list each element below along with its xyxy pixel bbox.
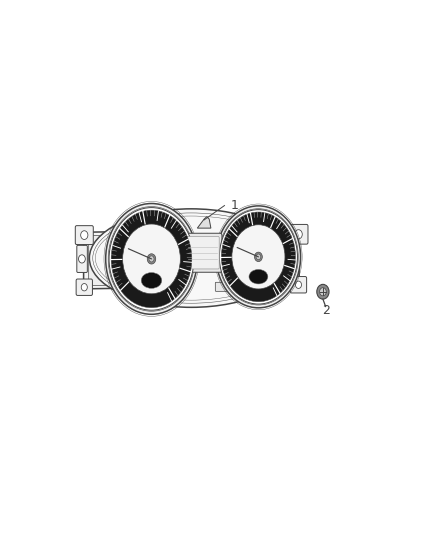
FancyBboxPatch shape (171, 282, 189, 292)
FancyBboxPatch shape (183, 233, 222, 272)
FancyBboxPatch shape (125, 282, 143, 292)
Circle shape (320, 288, 326, 296)
FancyBboxPatch shape (235, 224, 248, 232)
FancyBboxPatch shape (186, 237, 219, 269)
Text: 1: 1 (230, 199, 238, 212)
Circle shape (147, 254, 156, 264)
Circle shape (254, 252, 262, 262)
Circle shape (256, 254, 261, 260)
Circle shape (109, 207, 194, 310)
FancyBboxPatch shape (215, 282, 233, 292)
Circle shape (81, 231, 88, 239)
Ellipse shape (89, 209, 293, 308)
Polygon shape (88, 232, 295, 286)
Circle shape (106, 204, 197, 314)
Circle shape (78, 255, 85, 263)
FancyBboxPatch shape (133, 224, 146, 232)
Circle shape (221, 212, 296, 302)
Circle shape (111, 210, 192, 308)
Circle shape (149, 256, 154, 262)
Text: 2: 2 (321, 304, 329, 317)
Polygon shape (197, 216, 211, 228)
FancyBboxPatch shape (77, 245, 87, 272)
Circle shape (296, 281, 301, 288)
FancyBboxPatch shape (76, 279, 92, 295)
Circle shape (219, 209, 297, 304)
Circle shape (317, 284, 329, 299)
Circle shape (295, 230, 302, 239)
Circle shape (123, 224, 180, 294)
FancyBboxPatch shape (265, 224, 279, 232)
Circle shape (232, 225, 285, 289)
Circle shape (81, 284, 87, 291)
Circle shape (216, 206, 300, 308)
Ellipse shape (141, 272, 162, 288)
Ellipse shape (249, 269, 268, 284)
FancyBboxPatch shape (75, 225, 93, 245)
FancyBboxPatch shape (289, 224, 308, 244)
FancyBboxPatch shape (290, 277, 307, 293)
Polygon shape (84, 229, 299, 289)
FancyBboxPatch shape (173, 224, 187, 232)
